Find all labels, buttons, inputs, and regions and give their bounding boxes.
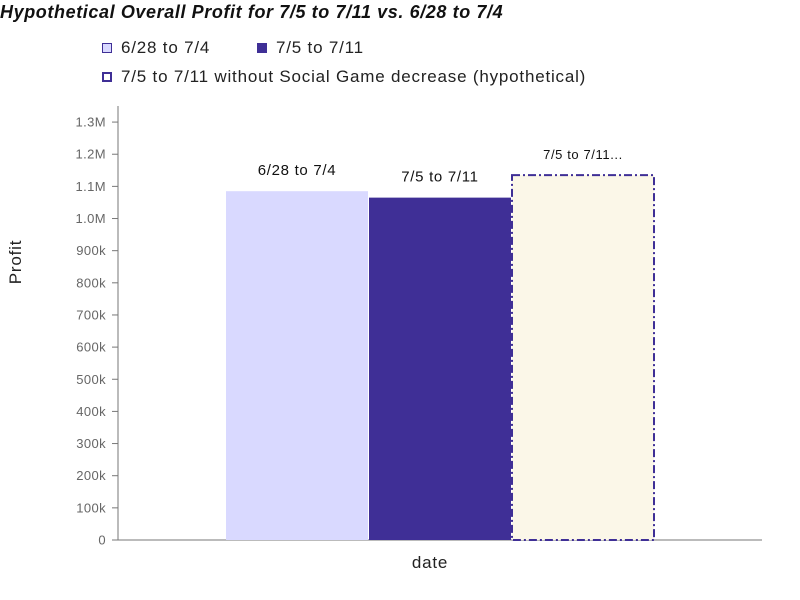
legend-item-series-3[interactable]: 7/5 to 7/11 without Social Game decrease… (102, 67, 586, 87)
axes: 0 100k 200k 300k 400k 500k 600k 700k 800k 900k 1.0… (75, 106, 762, 548)
y-tick-label: 1.1M (75, 179, 106, 194)
y-tick-label: 300k (76, 436, 106, 451)
legend-label-series-1: 6/28 to 7/4 (121, 38, 211, 57)
bar-data-label-1: 6/28 to 7/4 (258, 162, 337, 179)
legend-label-series-2: 7/5 to 7/11 (276, 38, 364, 57)
y-tick-label: 1.2M (75, 147, 106, 162)
legend-item-series-1[interactable]: 6/28 to 7/4 (102, 38, 210, 58)
bar-series-3[interactable] (511, 174, 655, 541)
bar-data-label-3: 7/5 to 7/11... (543, 147, 623, 162)
legend-label-series-3: 7/5 to 7/11 without Social Game decrease… (121, 67, 587, 86)
legend-item-series-2[interactable]: 7/5 to 7/11 (257, 38, 364, 58)
y-axis-label: Profit (6, 240, 25, 284)
legend-swatch-series-3 (102, 72, 112, 82)
y-tick-label: 1.0M (75, 211, 106, 226)
y-tick-label: 0 (98, 533, 106, 548)
y-tick-label: 1.3M (75, 115, 106, 130)
y-tick-label: 200k (76, 468, 106, 483)
bar-data-label-2: 7/5 to 7/11 (401, 169, 478, 186)
y-tick-label: 700k (76, 307, 106, 322)
bars: 6/28 to 7/4 7/5 to 7/11 7/5 to 7/11... (226, 147, 655, 541)
y-tick-label: 100k (76, 500, 106, 515)
x-axis-label: date (412, 553, 448, 572)
y-tick-label: 800k (76, 275, 106, 290)
bar-series-2[interactable] (369, 197, 511, 540)
chart-title: Hypothetical Overall Profit for 7/5 to 7… (0, 2, 504, 22)
y-tick-label: 400k (76, 404, 106, 419)
legend-swatch-series-2 (257, 43, 267, 53)
y-tick-label: 900k (76, 243, 106, 258)
legend-swatch-series-1 (102, 43, 112, 53)
y-tick-label: 600k (76, 340, 106, 355)
bar-series-1[interactable] (226, 191, 368, 540)
y-tick-label: 500k (76, 372, 106, 387)
